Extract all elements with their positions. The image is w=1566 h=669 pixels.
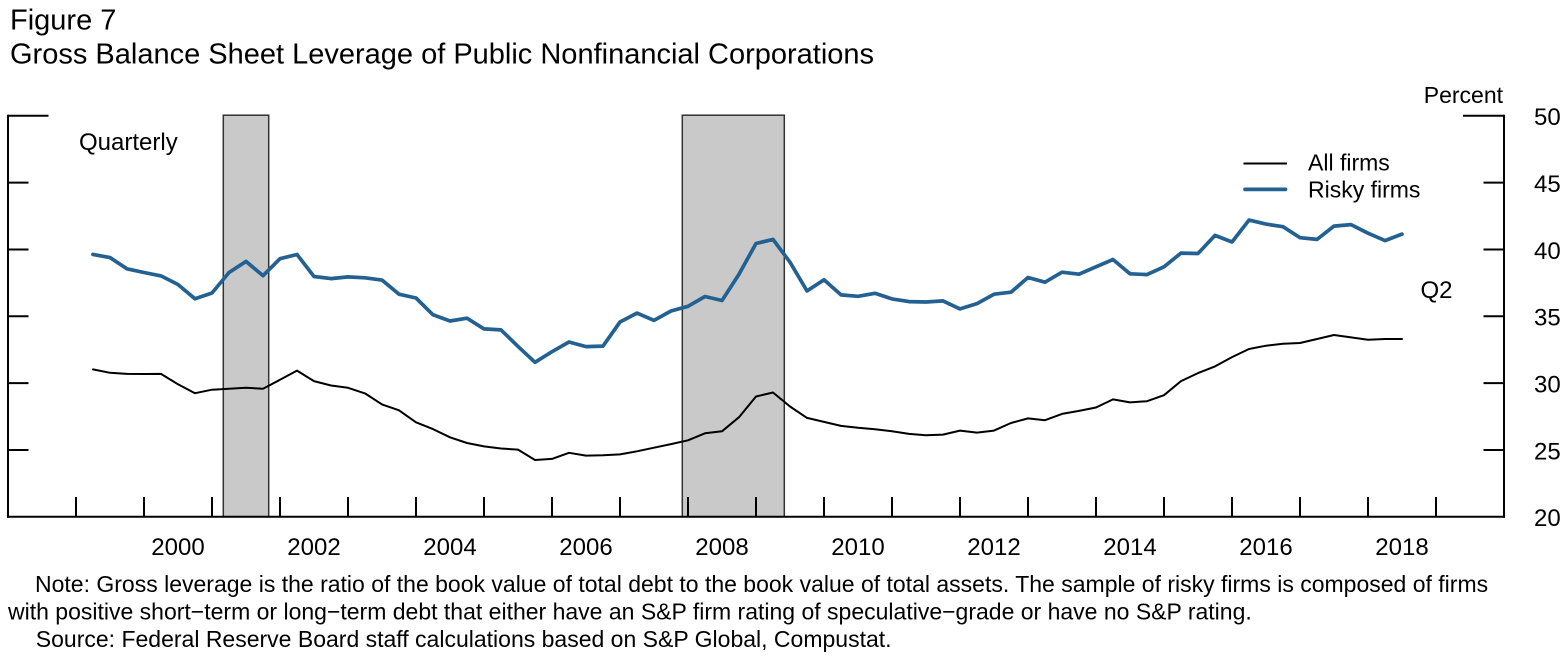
svg-text:2012: 2012: [967, 534, 1020, 561]
svg-text:All firms: All firms: [1308, 150, 1390, 176]
svg-text:2002: 2002: [287, 534, 340, 561]
svg-text:Risky firms: Risky firms: [1308, 176, 1420, 202]
svg-text:2010: 2010: [831, 534, 884, 561]
svg-text:2004: 2004: [423, 534, 476, 561]
svg-text:25: 25: [1534, 438, 1561, 465]
svg-text:35: 35: [1534, 305, 1561, 332]
svg-text:2014: 2014: [1103, 534, 1156, 561]
svg-text:Gross Balance Sheet Leverage o: Gross Balance Sheet Leverage of Public N…: [10, 39, 874, 71]
svg-text:2008: 2008: [695, 534, 748, 561]
svg-text:2016: 2016: [1239, 534, 1292, 561]
svg-text:20: 20: [1534, 505, 1561, 532]
svg-text:50: 50: [1534, 104, 1561, 131]
svg-text:2000: 2000: [151, 534, 204, 561]
svg-text:2006: 2006: [559, 534, 612, 561]
svg-text:40: 40: [1534, 238, 1561, 265]
svg-text:with positive short−term or lo: with positive short−term or long−term de…: [7, 599, 1252, 625]
svg-text:Quarterly: Quarterly: [79, 129, 178, 156]
svg-text:45: 45: [1534, 171, 1561, 198]
svg-text:Source: Federal Reserve Board: Source: Federal Reserve Board staff calc…: [36, 626, 892, 652]
svg-text:Note: Gross leverage is the ra: Note: Gross leverage is the ratio of the…: [35, 571, 1488, 597]
svg-text:30: 30: [1534, 372, 1561, 399]
svg-text:2018: 2018: [1375, 534, 1428, 561]
svg-text:Percent: Percent: [1424, 82, 1504, 108]
svg-text:Figure 7: Figure 7: [10, 5, 116, 37]
svg-text:Q2: Q2: [1421, 277, 1453, 304]
